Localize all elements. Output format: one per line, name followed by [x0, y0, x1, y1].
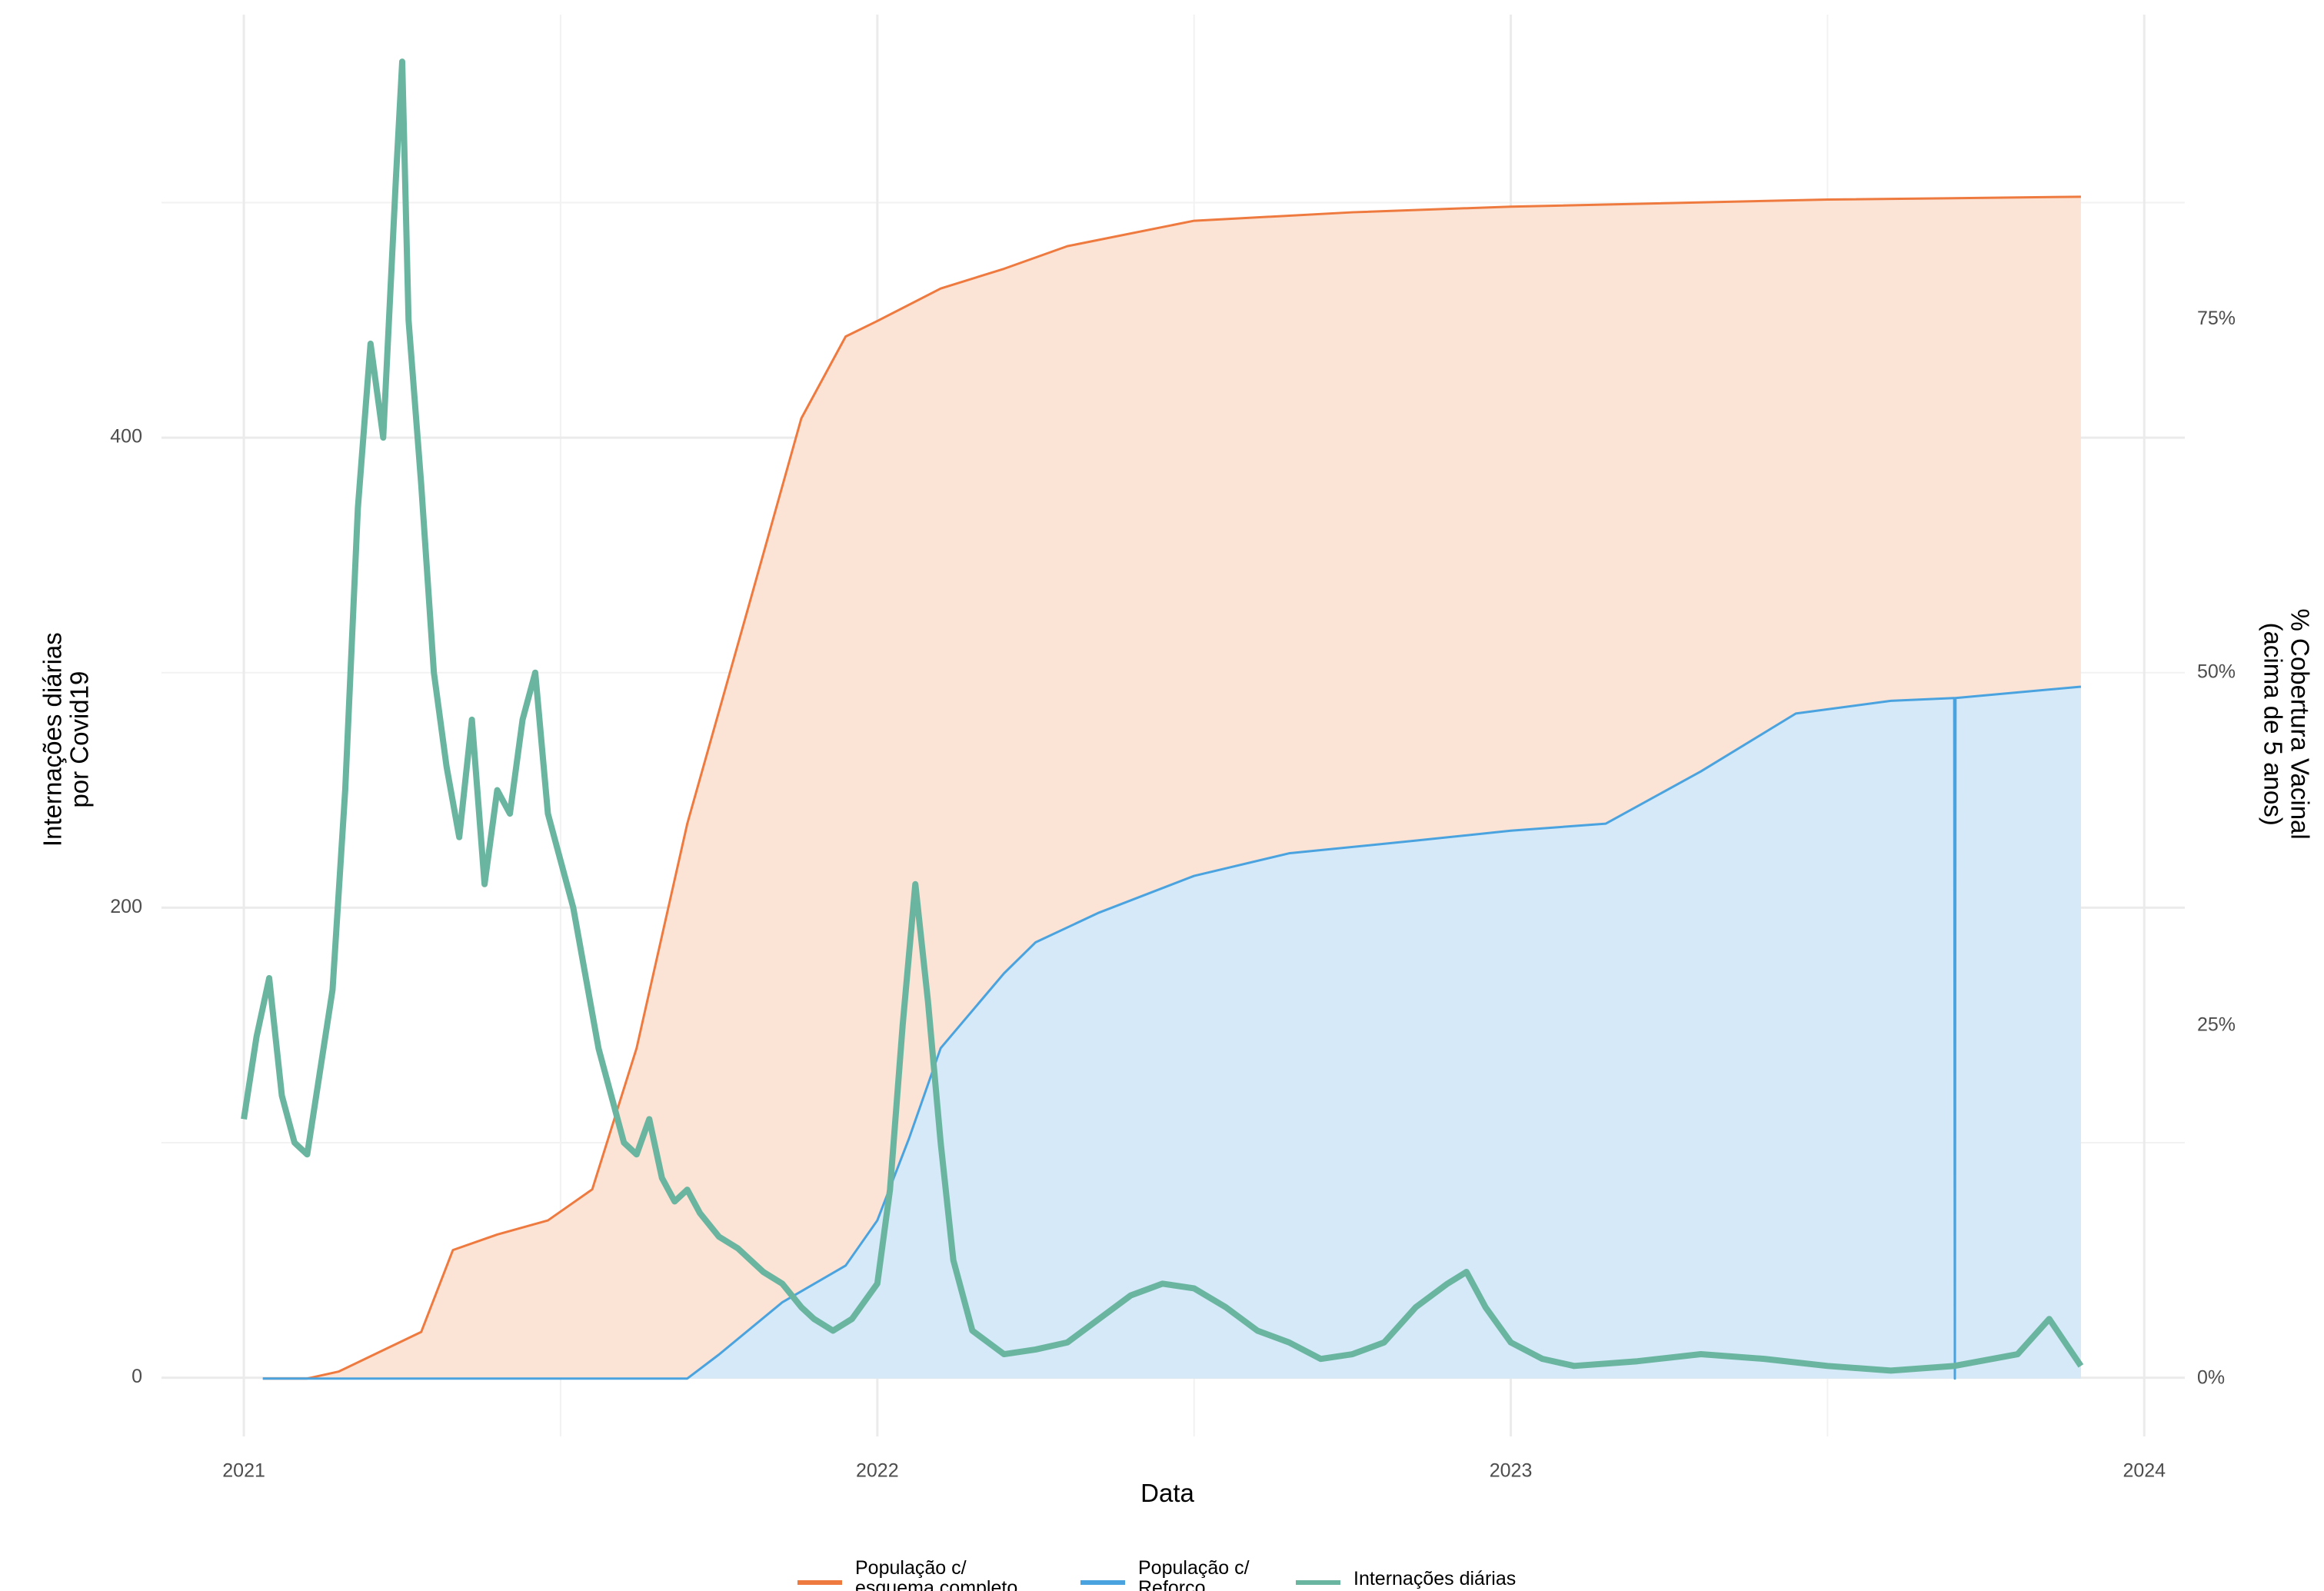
y2-tick-label: 25% — [2197, 1014, 2236, 1035]
line — [262, 195, 2081, 1380]
legend-key — [1296, 1580, 1340, 1585]
legend-key — [1080, 1580, 1125, 1585]
area — [262, 687, 2081, 1379]
line — [241, 58, 2084, 1374]
y-tick-label: 0 — [132, 1366, 142, 1387]
legend-label: Internações diárias — [1353, 1568, 1517, 1589]
y-tick-label: 200 — [110, 896, 142, 917]
y-tick-label: 400 — [110, 426, 142, 448]
x-tick-label: 2024 — [2123, 1460, 2166, 1482]
legend-label: População c/ esquema completo — [855, 1557, 1018, 1591]
y2-tick-label: 75% — [2197, 308, 2236, 329]
y2-tick-label: 50% — [2197, 661, 2236, 682]
x-axis-title: Data — [1140, 1479, 1194, 1507]
x-tick-label: 2021 — [222, 1460, 265, 1482]
y2-axis-title: % Cobertura Vacinal (acima de 5 anos) — [2259, 608, 2315, 840]
y2-tick-label: 0% — [2197, 1366, 2225, 1388]
x-tick-label: 2023 — [1490, 1460, 1533, 1482]
legend-key — [797, 1580, 842, 1585]
legend-label: População c/ Reforço — [1138, 1557, 1250, 1591]
y-axis-title: Internações diárias por Covid19 — [38, 632, 93, 847]
line — [262, 685, 2082, 1380]
x-tick-label: 2022 — [856, 1460, 899, 1482]
